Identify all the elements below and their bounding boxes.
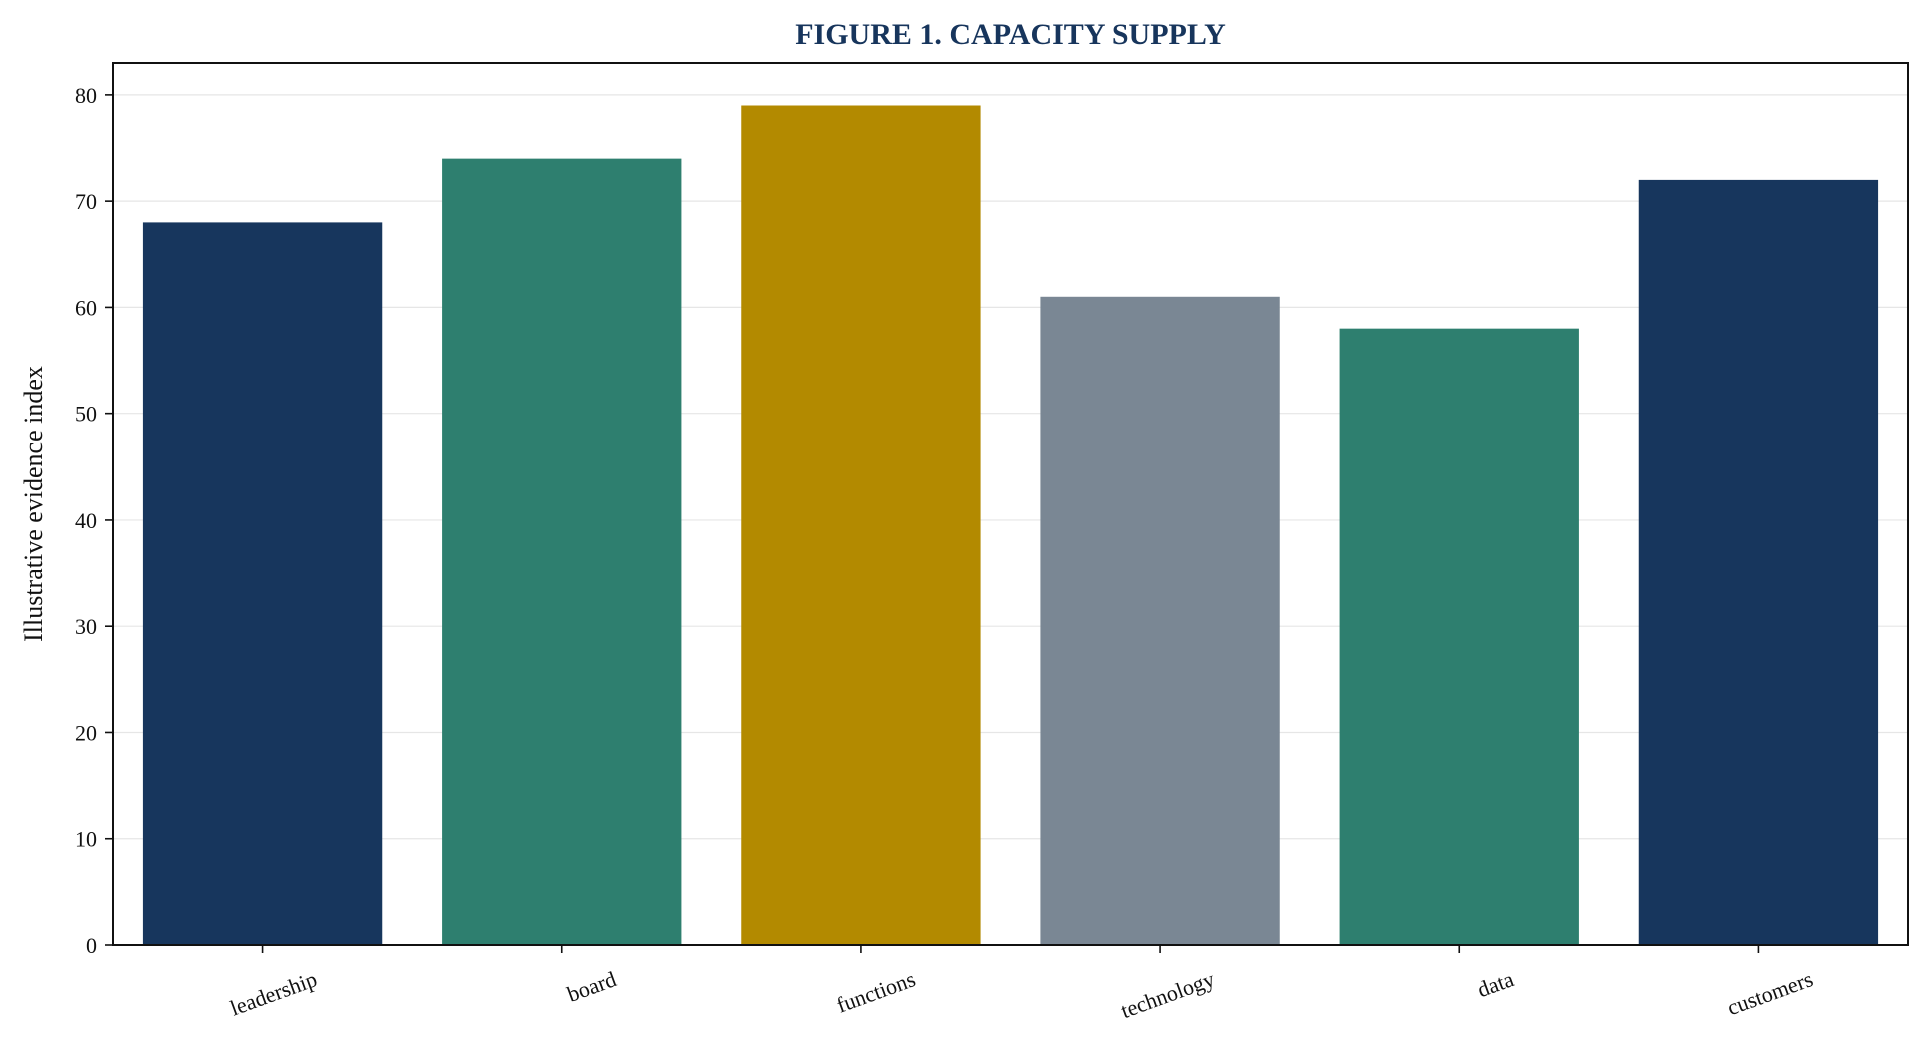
x-tick-label-data: data [1474, 966, 1517, 1002]
plot-frame [112, 62, 1909, 946]
x-tick-label-leadership: leadership [227, 966, 321, 1020]
axes [112, 62, 1909, 946]
grid-lines [113, 94, 1908, 946]
x-tick-label-functions: functions [833, 966, 919, 1018]
bar-leadership [142, 222, 383, 945]
y-tick-label: 70 [75, 189, 97, 214]
y-axis-label: Illustrative evidence index [19, 366, 48, 642]
y-tick-label: 40 [75, 508, 97, 533]
y-axis-ticks: 0 10 20 30 40 50 60 70 80 [75, 83, 113, 958]
y-tick-label: 0 [86, 933, 97, 958]
x-axis-ticks: leadership board functions technology data cu… [227, 945, 1816, 1023]
chart-title: FIGURE 1. CAPACITY SUPPLY [795, 18, 1226, 51]
x-tick-label-technology: technology [1117, 966, 1217, 1023]
y-tick-label: 50 [75, 402, 97, 427]
x-tick-label-board: board [564, 966, 620, 1007]
y-tick-label: 80 [75, 83, 97, 108]
bar-technology [1040, 296, 1280, 945]
bar-board [442, 158, 682, 945]
y-tick-label: 30 [75, 614, 97, 639]
x-tick-label-customers: customers [1724, 966, 1816, 1020]
bar-data [1339, 328, 1579, 945]
bar-customers [1638, 179, 1879, 945]
bar-functions [741, 105, 981, 945]
bars [142, 105, 1879, 945]
y-tick-label: 60 [75, 295, 97, 320]
y-tick-label: 20 [75, 720, 97, 745]
y-tick-label: 10 [75, 827, 97, 852]
